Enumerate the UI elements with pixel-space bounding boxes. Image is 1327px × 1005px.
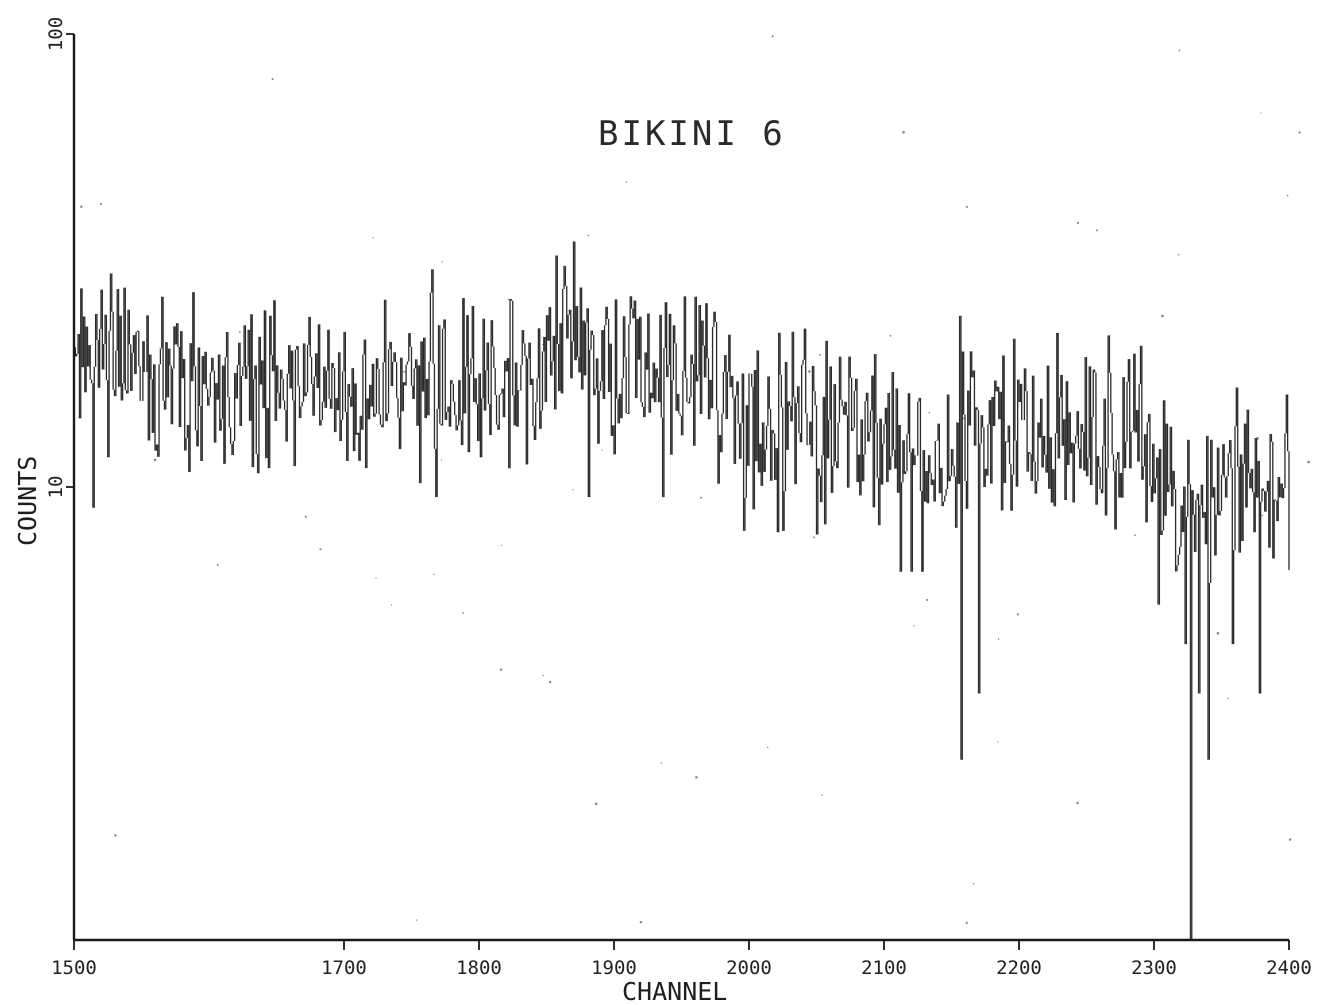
scan-speck: [1216, 631, 1220, 635]
x-axis-ticks: 1500 1700 1800 1900 2000 2100 2200 2300 2400: [51, 940, 1312, 979]
scan-speck: [1095, 229, 1098, 232]
scan-speck: [1307, 460, 1310, 464]
scan-speck: [548, 680, 552, 684]
x-tick-label: 1700: [321, 957, 367, 979]
scan-speck: [997, 638, 1000, 640]
scan-speck: [972, 883, 975, 885]
scan-speck: [1298, 131, 1301, 134]
scan-speck: [403, 370, 406, 373]
scan-speck: [819, 353, 822, 356]
scan-speck: [372, 237, 374, 239]
x-tick-label: 1800: [456, 957, 502, 979]
scan-speck: [499, 668, 503, 671]
scan-speck: [1288, 838, 1292, 841]
scan-speck: [1076, 801, 1079, 805]
x-tick-label: 2200: [996, 957, 1042, 979]
scan-speck: [1016, 613, 1019, 616]
y-tick-label: 100: [45, 17, 67, 51]
scan-speck: [660, 762, 663, 764]
scan-speck: [99, 202, 103, 205]
scan-speck: [601, 449, 603, 451]
x-tick-label: 2400: [1266, 957, 1312, 979]
scan-speck: [304, 515, 307, 518]
scan-speck: [902, 131, 905, 134]
scan-speck: [80, 205, 83, 208]
x-tick-label: 1500: [51, 957, 97, 979]
scan-speck: [889, 334, 892, 337]
scan-speckle-layer: [80, 35, 1310, 925]
y-tick-label: 10: [45, 476, 67, 499]
scan-speck: [587, 234, 590, 237]
scan-speck: [462, 612, 465, 614]
scan-speck: [1076, 221, 1080, 225]
x-tick-label: 1900: [591, 957, 637, 979]
scan-speck: [965, 921, 968, 925]
scan-speck: [766, 746, 769, 749]
scan-speck: [913, 625, 915, 627]
scan-speck: [812, 536, 815, 539]
scan-speck: [416, 919, 418, 921]
scan-speck: [695, 776, 698, 779]
scan-speck: [1260, 112, 1262, 114]
scan-speck: [1178, 49, 1181, 52]
x-tick-label: 2000: [726, 957, 772, 979]
scan-speck: [928, 411, 931, 414]
scan-speck: [238, 331, 241, 334]
scan-speck: [508, 298, 510, 301]
scan-speck: [500, 544, 503, 546]
y-axis-ticks: 10 100: [45, 17, 74, 499]
scan-speck: [821, 794, 823, 796]
scan-speck: [375, 577, 377, 579]
scan-speck: [1134, 534, 1136, 537]
scan-speck: [1227, 697, 1229, 700]
scan-speck: [700, 496, 703, 499]
scan-speck: [625, 181, 628, 183]
scan-speck: [771, 35, 774, 38]
x-tick-label: 2300: [1131, 957, 1177, 979]
scan-speck: [433, 573, 435, 576]
scan-speck: [153, 458, 157, 462]
scan-speck: [572, 489, 574, 491]
scan-speck: [542, 674, 544, 677]
scan-speck: [440, 459, 443, 461]
scan-speck: [594, 802, 598, 806]
scan-speck: [114, 834, 117, 837]
scan-speck: [1286, 194, 1289, 197]
scan-speck: [319, 548, 322, 551]
scan-speck: [997, 741, 999, 743]
y-axis-title: COUNTS: [13, 456, 42, 546]
scan-speck: [639, 921, 643, 924]
scan-speck: [808, 370, 811, 373]
scan-speck: [965, 205, 968, 208]
scan-speck: [1161, 314, 1164, 318]
scan-speck: [216, 563, 219, 566]
spectrum-series: [74, 241, 1290, 940]
scan-speck: [441, 261, 443, 263]
scan-speck: [1261, 514, 1264, 517]
scan-speck: [390, 604, 393, 606]
scan-speck: [271, 78, 274, 81]
x-axis-title: CHANNEL: [622, 977, 727, 1005]
scan-speck: [925, 598, 929, 601]
x-tick-label: 2100: [861, 957, 907, 979]
scan-speck: [1177, 253, 1180, 256]
chart-title: BIKINI 6: [598, 114, 786, 154]
